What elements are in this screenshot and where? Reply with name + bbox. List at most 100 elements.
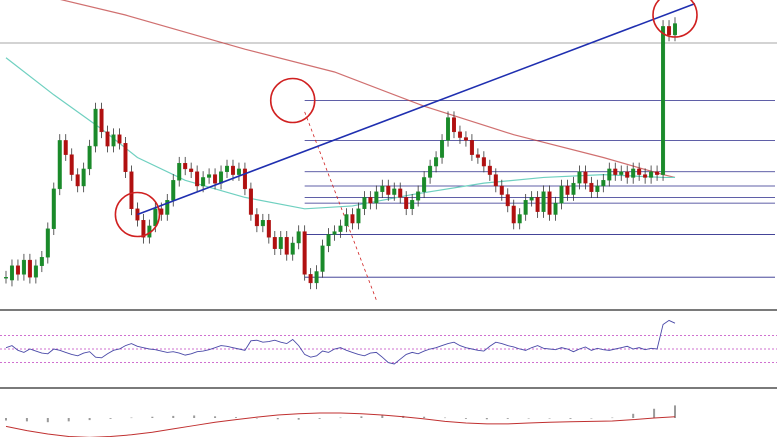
macd-histogram-bar xyxy=(485,418,488,420)
macd-signal-line xyxy=(5,412,676,437)
candle-bullish xyxy=(165,200,170,215)
macd-histogram-bar xyxy=(360,416,363,418)
candle-bullish xyxy=(177,162,182,181)
macd-pane xyxy=(5,405,676,437)
candle-bullish xyxy=(523,200,528,215)
candle-bearish xyxy=(565,185,570,195)
candle-bearish xyxy=(242,168,247,190)
macd-histogram-bar xyxy=(527,418,530,419)
candle-bullish xyxy=(607,168,612,181)
candle-bullish xyxy=(595,185,600,192)
candle-bullish xyxy=(344,214,349,227)
resistance-trendline xyxy=(137,2,696,216)
candle-bullish xyxy=(428,165,433,178)
candle-bearish xyxy=(637,168,642,175)
candle-bearish xyxy=(230,165,235,175)
macd-histogram-bar xyxy=(25,418,28,422)
candle-bullish xyxy=(673,23,677,36)
macd-histogram-bar xyxy=(339,417,342,419)
macd-histogram-bar xyxy=(276,418,279,420)
candle-bullish xyxy=(314,271,319,284)
candle-bullish xyxy=(571,182,576,195)
macd-histogram-bar xyxy=(193,415,196,418)
candle-bearish xyxy=(457,131,462,138)
highlight-circle-marker xyxy=(114,191,161,238)
candle-bearish xyxy=(308,274,313,284)
macd-histogram-bar xyxy=(381,415,384,418)
candle-bullish xyxy=(553,202,558,215)
rsi-line xyxy=(5,319,676,365)
candle-bearish xyxy=(547,191,552,215)
candle-bearish xyxy=(123,143,128,172)
candle-bearish xyxy=(643,174,648,178)
macd-histogram-bar xyxy=(214,416,217,418)
macd-histogram-bar xyxy=(423,416,426,418)
candle-bearish xyxy=(141,219,146,238)
candle-bearish xyxy=(75,174,80,187)
macd-histogram-bar xyxy=(632,413,635,418)
macd-histogram-bar xyxy=(46,418,49,423)
macd-histogram-bar xyxy=(67,418,70,422)
candle-bearish xyxy=(117,134,122,144)
macd-histogram-bar xyxy=(318,418,321,419)
candle-bearish xyxy=(511,205,516,224)
candle-bearish xyxy=(368,197,373,204)
candle-bullish xyxy=(392,188,397,195)
candle-bullish xyxy=(278,237,283,249)
candle-bullish xyxy=(51,188,56,229)
candle-bullish xyxy=(260,219,265,227)
candle-bullish xyxy=(446,117,451,141)
candle-bearish xyxy=(463,137,468,141)
candle-bearish xyxy=(213,174,218,184)
candle-bullish xyxy=(631,168,636,178)
price-pane xyxy=(0,0,777,311)
candle-bullish xyxy=(434,157,439,167)
candle-bearish xyxy=(350,214,355,224)
candle-bearish xyxy=(189,168,194,172)
candle-bullish xyxy=(153,208,158,227)
candle-bullish xyxy=(529,197,534,201)
candle-bullish xyxy=(601,180,606,187)
candle-bullish xyxy=(410,200,415,210)
candle-bullish xyxy=(541,191,546,212)
candle-bullish xyxy=(362,197,367,209)
macd-histogram-bar xyxy=(548,418,551,419)
candle-bullish xyxy=(619,171,624,175)
candle-bearish xyxy=(63,140,68,155)
candle-bearish xyxy=(27,259,32,278)
candle-bearish xyxy=(469,140,474,155)
candle-bearish xyxy=(667,26,672,36)
candle-bearish xyxy=(69,154,74,175)
candle-bearish xyxy=(183,162,188,170)
candle-bearish xyxy=(475,154,480,158)
candle-bullish xyxy=(9,265,14,281)
macd-histogram-bar xyxy=(130,417,133,419)
candle-bullish xyxy=(356,208,361,224)
candle-bearish xyxy=(105,131,110,147)
candle-bullish xyxy=(21,259,26,275)
candle-bullish xyxy=(374,191,379,204)
highlight-circle-marker xyxy=(269,77,316,124)
candle-bearish xyxy=(129,171,134,209)
candle-bearish xyxy=(481,157,486,167)
candle-bearish xyxy=(583,171,588,184)
candle-bullish xyxy=(290,242,295,255)
candle-bearish xyxy=(487,165,492,175)
candle-bullish xyxy=(559,185,564,204)
candle-bullish xyxy=(422,177,427,192)
candle-bearish xyxy=(195,171,200,187)
candle-bearish xyxy=(248,188,253,215)
macd-histogram-bar xyxy=(674,405,676,418)
candle-bearish xyxy=(451,117,456,133)
macd-histogram-bar xyxy=(255,418,258,419)
candle-bullish xyxy=(440,140,445,158)
macd-histogram-bar xyxy=(5,418,7,421)
candle-bullish xyxy=(661,26,666,175)
candle-bullish xyxy=(93,108,98,147)
candle-bearish xyxy=(655,171,660,175)
candle-bearish xyxy=(398,188,403,198)
candle-bearish xyxy=(404,197,409,209)
candle-bearish xyxy=(302,231,307,275)
candle-bullish xyxy=(33,265,38,278)
